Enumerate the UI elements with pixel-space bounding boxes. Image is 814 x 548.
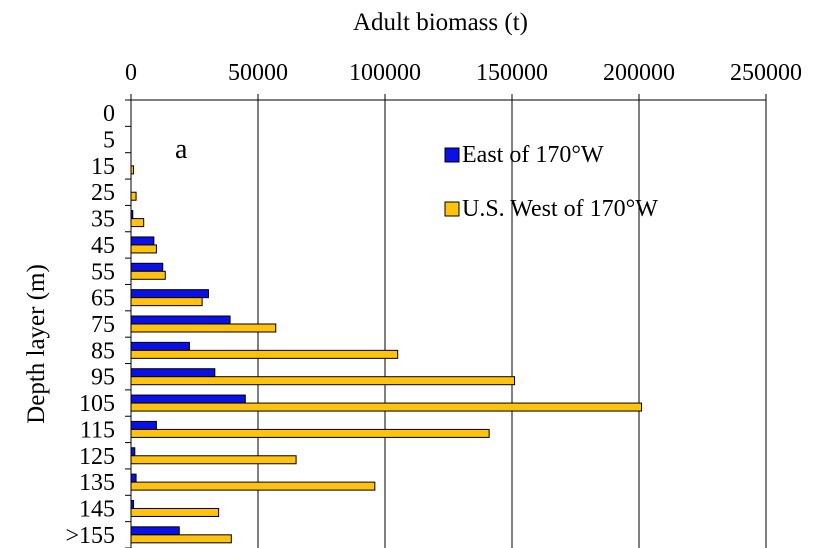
panel-label: a bbox=[175, 134, 188, 165]
bar-west bbox=[130, 191, 137, 201]
y-tick-label: 55 bbox=[91, 259, 115, 285]
bar-west bbox=[130, 534, 232, 544]
y-axis-title: Depth layer (m) bbox=[23, 264, 50, 424]
y-tick-label: 25 bbox=[91, 180, 115, 206]
y-tick-label: 95 bbox=[91, 365, 115, 391]
bar-west bbox=[130, 428, 490, 438]
bar-east bbox=[130, 368, 216, 378]
y-tick-label: 5 bbox=[103, 128, 115, 154]
y-tick-label: 45 bbox=[91, 233, 115, 259]
bar-west bbox=[130, 376, 516, 386]
x-axis-title: Adult biomass (t) bbox=[353, 9, 528, 36]
x-tick-label: 250000 bbox=[730, 60, 802, 86]
bar-west bbox=[130, 297, 203, 307]
legend-label: East of 170°W bbox=[462, 142, 604, 168]
bar-east bbox=[130, 394, 246, 404]
bar-group bbox=[130, 165, 643, 544]
y-tick-label: 125 bbox=[79, 444, 115, 470]
y-tick-label: 85 bbox=[91, 338, 115, 364]
bar-west bbox=[130, 481, 376, 491]
y-tick-label: 115 bbox=[80, 417, 115, 443]
bar-east bbox=[130, 341, 190, 351]
x-tick-label: 0 bbox=[125, 60, 137, 86]
legend-label: U.S. West of 170°W bbox=[462, 196, 658, 222]
y-tick-label: 145 bbox=[79, 496, 115, 522]
bar-east bbox=[130, 420, 157, 430]
x-tick-label: 200000 bbox=[603, 60, 675, 86]
bar-east bbox=[130, 315, 231, 325]
y-tick-label: 75 bbox=[91, 312, 115, 338]
y-tick-label: 35 bbox=[91, 207, 115, 233]
bar-west bbox=[130, 455, 297, 465]
bar-east bbox=[130, 447, 136, 457]
legend-swatch bbox=[444, 201, 460, 217]
x-tick-label: 100000 bbox=[349, 60, 421, 86]
bar-west bbox=[130, 218, 145, 228]
bar-west bbox=[130, 244, 157, 254]
legend-swatch bbox=[444, 147, 460, 163]
bar-west bbox=[130, 270, 166, 280]
x-tick-labels: 0 50000 100000 150000 200000 250000 bbox=[125, 60, 802, 86]
bar-east bbox=[130, 236, 155, 246]
bar-west bbox=[130, 323, 277, 333]
y-tick-label: 135 bbox=[79, 470, 115, 496]
y-tick-label: 65 bbox=[91, 286, 115, 312]
bar-west bbox=[130, 402, 643, 412]
gridlines bbox=[257, 100, 767, 548]
axes bbox=[125, 94, 767, 548]
y-tick-label: 0 bbox=[103, 101, 115, 127]
bar-east bbox=[130, 526, 180, 536]
bar-west bbox=[130, 349, 399, 359]
legend: East of 170°W U.S. West of 170°W bbox=[444, 142, 658, 222]
bar-east bbox=[130, 473, 137, 483]
x-tick-label: 150000 bbox=[476, 60, 548, 86]
bar-east bbox=[130, 289, 209, 299]
y-tick-label: 105 bbox=[79, 391, 115, 417]
y-tick-label: 15 bbox=[91, 154, 115, 180]
x-tick-label: 50000 bbox=[228, 60, 288, 86]
bar-east bbox=[130, 262, 164, 272]
bar-west bbox=[130, 507, 220, 517]
y-tick-label: >155 bbox=[65, 523, 115, 548]
